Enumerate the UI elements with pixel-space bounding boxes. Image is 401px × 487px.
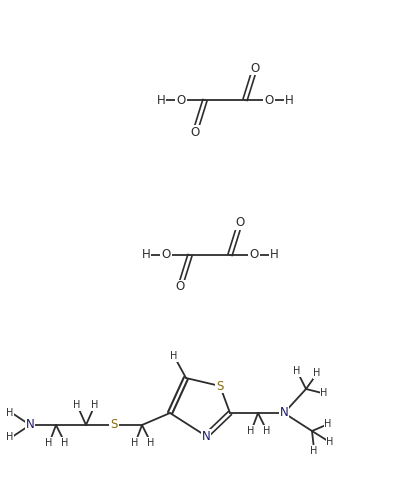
Text: H: H — [313, 368, 321, 378]
Text: H: H — [269, 248, 278, 262]
Text: H: H — [310, 446, 318, 456]
Text: H: H — [142, 248, 150, 262]
Text: O: O — [175, 281, 184, 294]
Text: H: H — [45, 438, 53, 448]
Text: O: O — [190, 126, 200, 138]
Text: S: S — [216, 379, 224, 393]
Text: H: H — [324, 419, 332, 429]
Text: H: H — [326, 437, 334, 447]
Text: S: S — [110, 418, 117, 431]
Text: H: H — [285, 94, 294, 107]
Text: H: H — [170, 351, 178, 361]
Text: H: H — [147, 438, 155, 448]
Text: H: H — [6, 408, 14, 418]
Text: H: H — [320, 388, 328, 398]
Text: O: O — [235, 217, 245, 229]
Text: H: H — [61, 438, 69, 448]
Text: O: O — [264, 94, 273, 107]
Text: O: O — [249, 248, 259, 262]
Text: O: O — [161, 248, 170, 262]
Text: N: N — [279, 407, 288, 419]
Text: N: N — [26, 418, 34, 431]
Text: H: H — [157, 94, 165, 107]
Text: H: H — [293, 366, 301, 376]
Text: O: O — [250, 61, 259, 75]
Text: N: N — [202, 430, 211, 443]
Text: H: H — [263, 426, 271, 436]
Text: H: H — [6, 432, 14, 442]
Text: H: H — [247, 426, 255, 436]
Text: H: H — [73, 400, 81, 410]
Text: O: O — [176, 94, 186, 107]
Text: H: H — [131, 438, 139, 448]
Text: H: H — [91, 400, 99, 410]
